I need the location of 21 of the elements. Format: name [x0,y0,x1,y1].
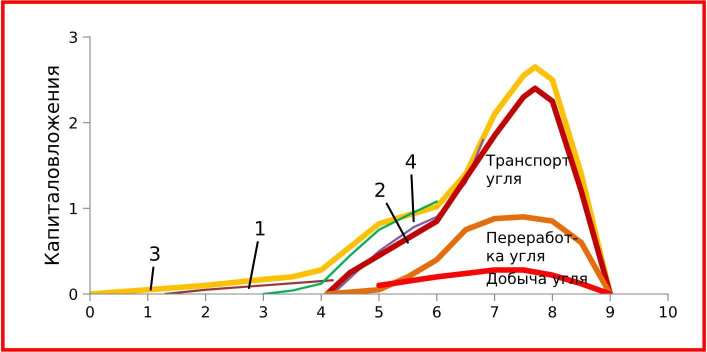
y-tick-label: 2 [70,117,77,128]
y-axis-title: Капиталовложения [44,66,60,264]
x-tick-label: 5 [375,306,383,318]
x-tick-label: 3 [260,306,268,318]
y-tick-label: 0 [69,288,78,300]
x-tick-label: 2 [202,306,209,318]
x-tick-label: 9 [606,306,614,318]
annotation: 4 [406,154,416,169]
x-tick-label: 4 [317,306,326,318]
x-tick-label: 0 [86,306,94,318]
annotation: 1 [256,221,264,236]
x-tick-label: 10 [660,306,677,318]
y-tick-label: 3 [70,31,77,44]
line-series [164,279,334,294]
annotation: 2 [375,182,384,197]
annotation: 3 [150,246,160,261]
y-tick-label: 1 [70,203,77,214]
x-tick-label: 6 [433,306,441,318]
x-tick-label: 8 [548,306,556,318]
x-tick-label: 7 [490,306,498,318]
x-tick-label: 1 [144,306,152,318]
